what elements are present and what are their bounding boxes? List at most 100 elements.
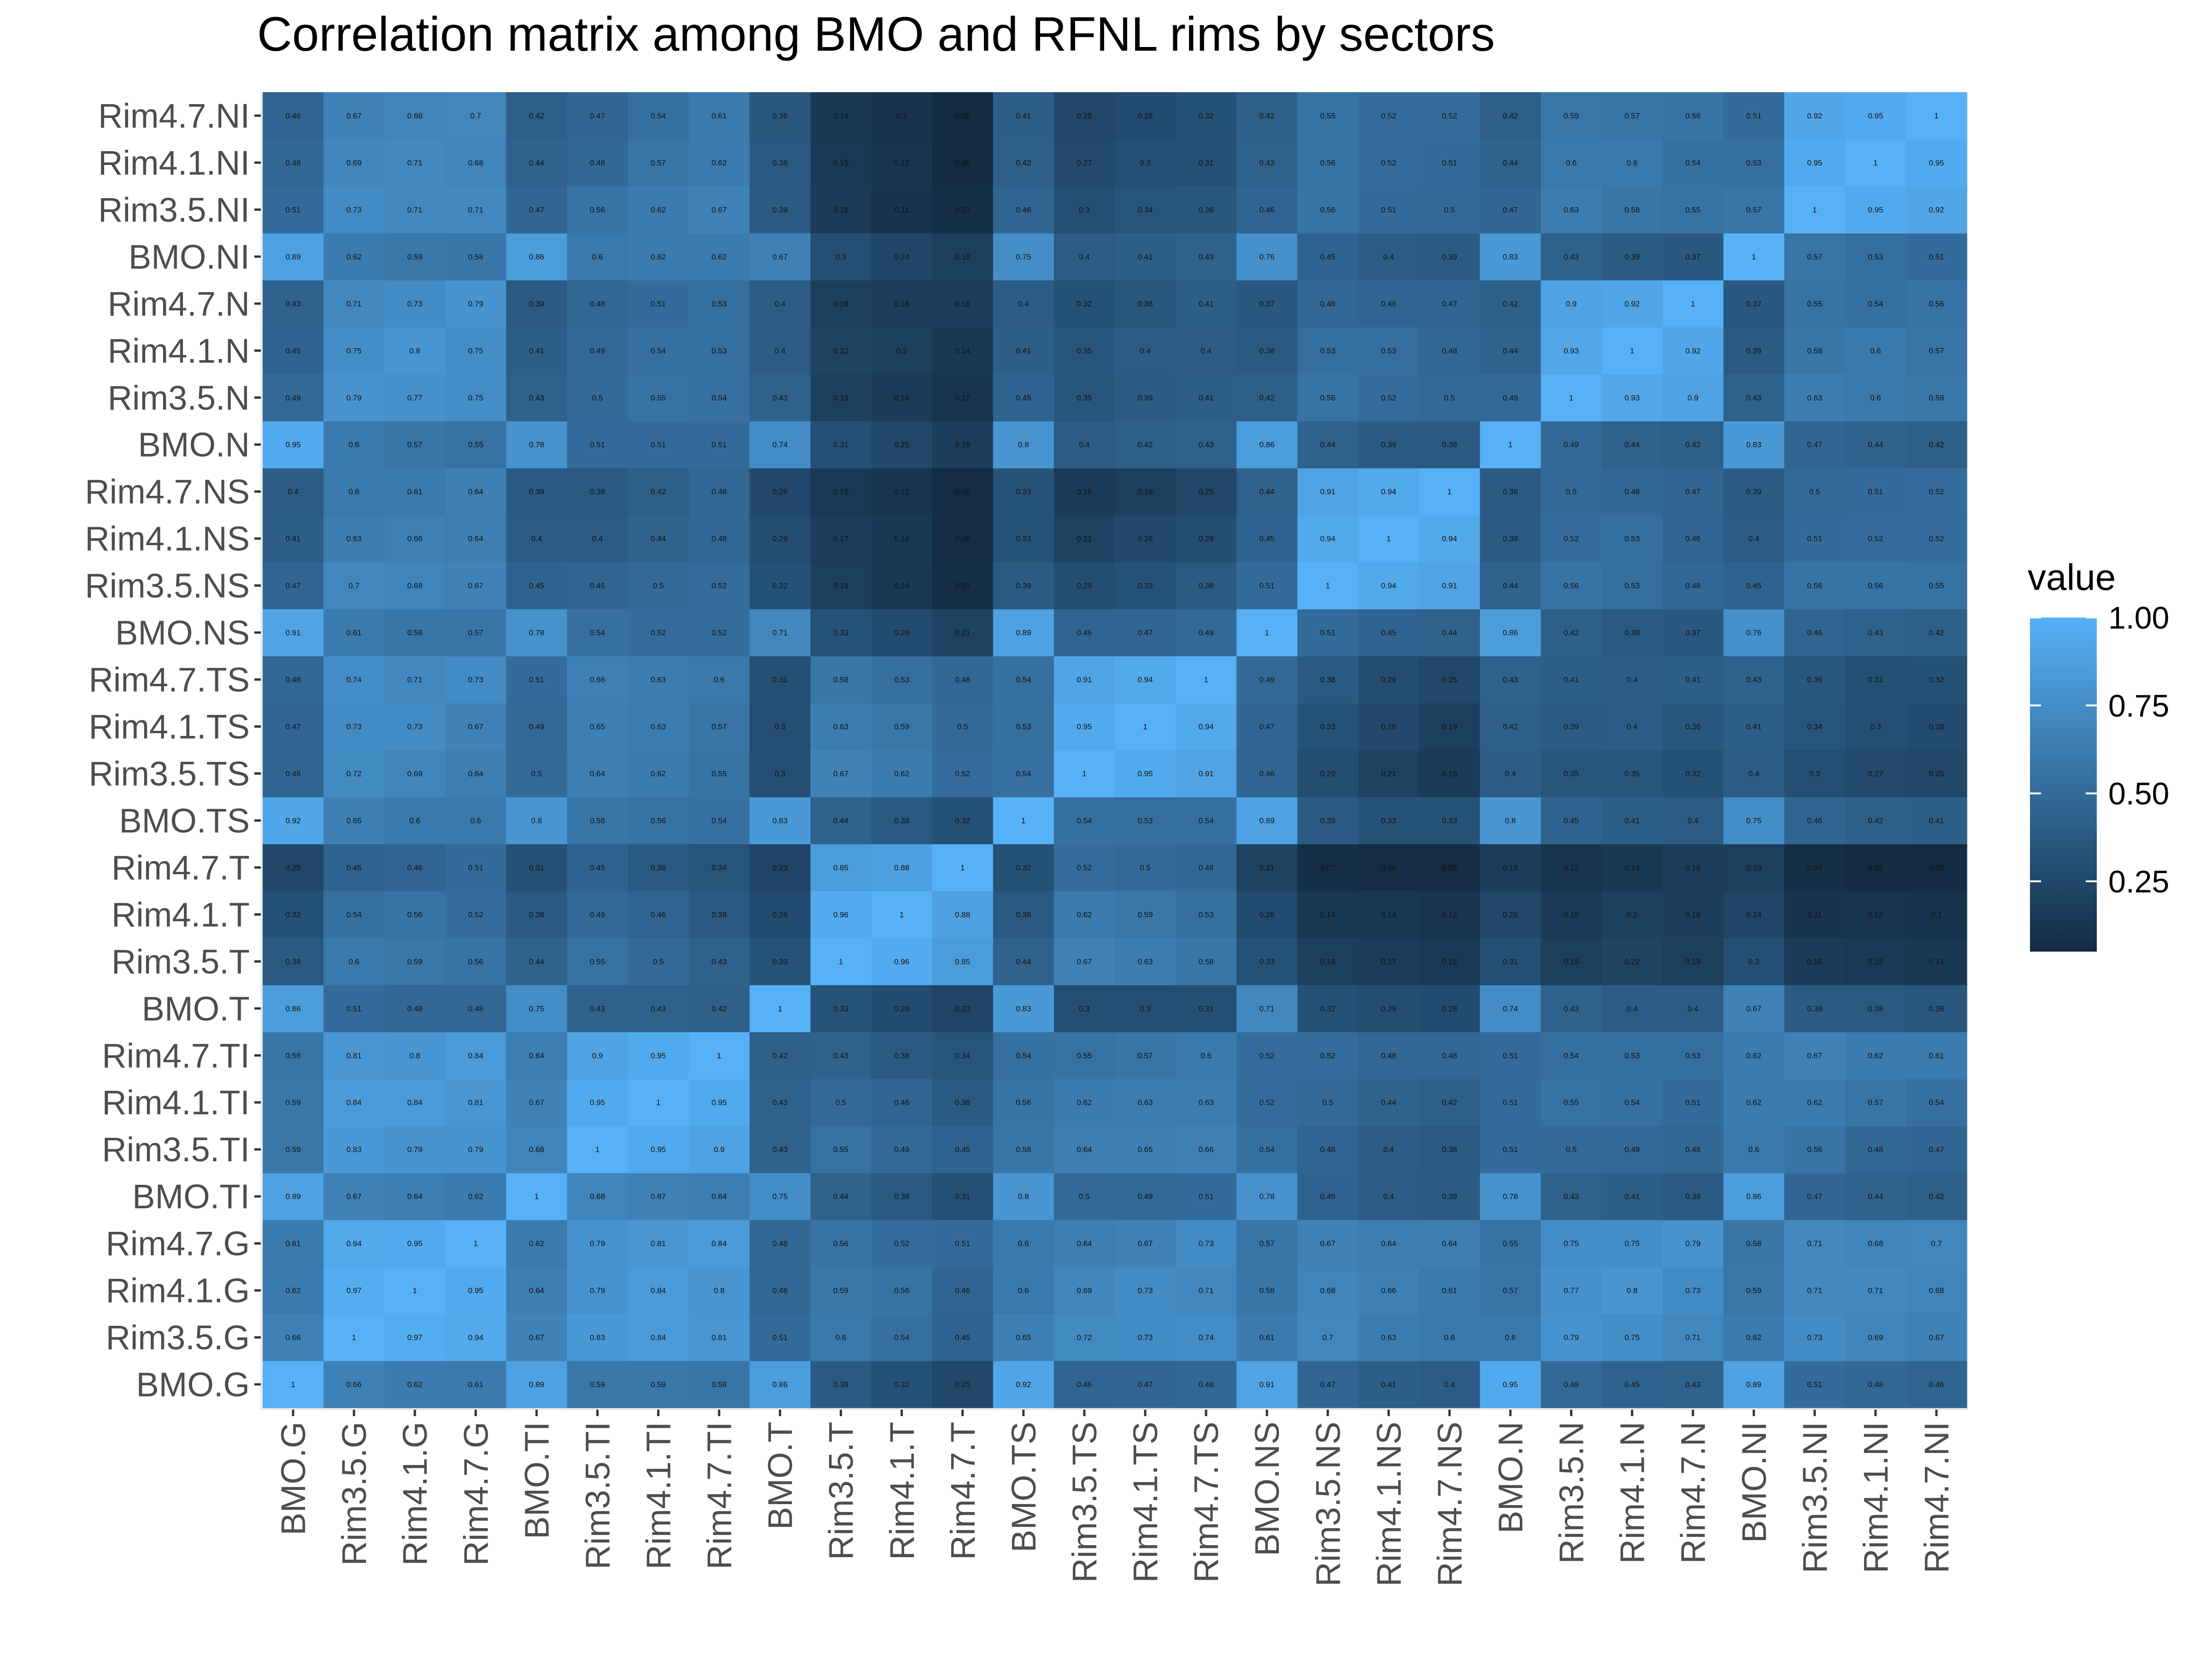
cell-value-label: 0.31	[1503, 957, 1518, 966]
cell-value-label: 1	[1143, 723, 1147, 731]
cell-value-label: 0.56	[1564, 582, 1579, 590]
heatmap-cell	[1784, 656, 1846, 704]
heatmap-cell	[1297, 797, 1359, 845]
heatmap-cell	[932, 797, 994, 845]
heatmap-cell	[263, 374, 324, 422]
heatmap-cell	[506, 609, 567, 657]
cell-value-label: 0.38	[894, 1192, 909, 1201]
cell-value-label: 0.31	[1199, 159, 1214, 167]
heatmap-cell	[1297, 1267, 1359, 1314]
cell-value-label: 0.84	[712, 1239, 727, 1248]
cell-value-label: 0.67	[1077, 957, 1092, 966]
cell-value-label: 1	[535, 1192, 539, 1201]
cell-value-label: 0.15	[1868, 957, 1883, 966]
cell-value-label: 0.93	[1624, 394, 1640, 402]
cell-value-label: 0.47	[1137, 629, 1153, 637]
cell-value-label: 0.64	[1442, 1239, 1457, 1248]
heatmap-cell	[506, 750, 567, 798]
heatmap-cell	[1419, 468, 1481, 516]
heatmap-cell	[1845, 468, 1906, 516]
cell-value-label: 0.18	[1503, 863, 1518, 872]
cell-value-label: 0.43	[712, 957, 727, 966]
heatmap-cell	[567, 1220, 629, 1267]
cell-value-label: 0.77	[407, 394, 423, 402]
cell-value-label: 0.6	[592, 253, 603, 261]
heatmap-cell	[932, 891, 994, 938]
cell-value-label: 0.65	[590, 723, 605, 731]
cell-value-label: 0.94	[468, 1333, 483, 1342]
heatmap-cell	[810, 656, 872, 704]
x-tick-label: Rim3.5.TS	[1065, 1422, 1104, 1583]
cell-value-label: 0.52	[1077, 863, 1092, 872]
heatmap-cell	[810, 562, 872, 610]
cell-value-label: 0.71	[407, 206, 423, 214]
cell-value-label: 0.72	[1077, 1333, 1092, 1342]
cell-value-label: 0.67	[1746, 1004, 1761, 1013]
heatmap-cell	[1662, 750, 1724, 798]
cell-value-label: 0.61	[468, 1380, 483, 1389]
heatmap-cell	[1358, 280, 1419, 328]
heatmap-cell	[688, 374, 750, 422]
heatmap-cell	[1115, 421, 1176, 469]
legend-title: value	[2028, 557, 2116, 598]
heatmap-cell	[567, 1079, 629, 1126]
heatmap-cell	[932, 562, 994, 610]
heatmap-cell	[810, 938, 872, 985]
cell-value-label: 1	[412, 1286, 417, 1295]
cell-value-label: 0.76	[1746, 629, 1761, 637]
heatmap-cell	[1480, 985, 1541, 1032]
cell-value-label: 0.59	[590, 1380, 605, 1389]
cell-value-label: 0.73	[468, 676, 483, 684]
heatmap-cell	[688, 92, 750, 140]
cell-value-label: 0.61	[1442, 1286, 1457, 1295]
cell-value-label: 0.58	[1624, 206, 1640, 214]
heatmap-cell	[1906, 891, 1967, 938]
heatmap-cell	[1723, 1173, 1785, 1220]
heatmap-cell	[871, 92, 933, 140]
heatmap-cell	[810, 1267, 872, 1314]
cell-value-label: 0.44	[1259, 488, 1275, 496]
x-tick-label: BMO.G	[274, 1422, 312, 1535]
cell-value-label: 0.67	[833, 769, 848, 778]
heatmap-cell	[1176, 844, 1237, 891]
cell-value-label: 0.95	[1929, 159, 1944, 167]
heatmap-cell	[1662, 1032, 1724, 1079]
cell-value-label: 0.93	[1564, 347, 1579, 355]
cell-value-label: 0.14	[894, 535, 909, 543]
heatmap-cell	[1297, 280, 1359, 328]
heatmap-cell	[749, 327, 811, 375]
cell-value-label: 0.21	[1259, 863, 1275, 872]
heatmap-cell	[628, 1032, 689, 1079]
heatmap-cell	[1845, 280, 1906, 328]
cell-value-label: 0.86	[1259, 441, 1275, 449]
cell-value-label: 0.71	[1807, 1286, 1822, 1295]
cell-value-label: 0.12	[894, 488, 909, 496]
heatmap-cell	[324, 468, 385, 516]
heatmap-cell	[1601, 1126, 1663, 1173]
cell-value-label: 0.51	[1868, 488, 1883, 496]
heatmap-cell	[1601, 938, 1663, 985]
heatmap-cell	[567, 985, 629, 1032]
heatmap-cell	[1176, 703, 1237, 751]
heatmap-cell	[1358, 562, 1419, 610]
cell-value-label: 0.4	[592, 535, 603, 543]
heatmap-cell	[932, 374, 994, 422]
cell-value-label: 0.51	[772, 1333, 788, 1342]
cell-value-label: 0.48	[285, 676, 300, 684]
heatmap-cell	[1176, 797, 1237, 845]
cell-value-label: 0.94	[1199, 723, 1214, 731]
heatmap-cell	[749, 1032, 811, 1079]
cell-value-label: 0.4	[1383, 253, 1394, 261]
cell-value-label: 0.38	[651, 863, 666, 872]
heatmap-cell	[628, 233, 689, 281]
heatmap-cell	[384, 92, 446, 140]
heatmap-cell	[871, 797, 933, 845]
cell-value-label: 0.57	[1503, 1286, 1518, 1295]
heatmap-cell	[1601, 797, 1663, 845]
heatmap-cell	[1541, 1126, 1602, 1173]
heatmap-cell	[1906, 374, 1967, 422]
legend-tick-label: 0.25	[2108, 864, 2169, 899]
heatmap-cell	[1845, 750, 1906, 798]
cell-value-label: 1	[1752, 253, 1756, 261]
cell-value-label: 0.77	[1564, 1286, 1579, 1295]
